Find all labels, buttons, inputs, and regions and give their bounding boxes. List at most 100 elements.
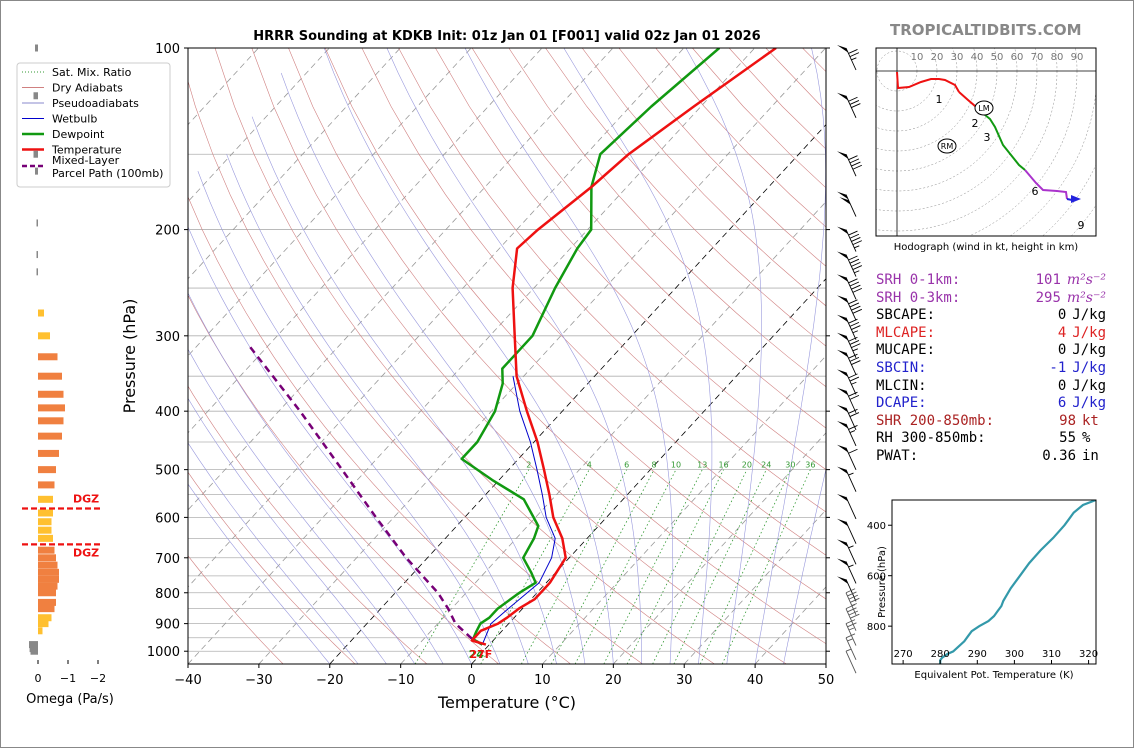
stat-unit: in <box>1082 447 1099 464</box>
omega-axis-label: Omega (Pa/s) <box>26 692 114 707</box>
dgz-label-top: DGZ <box>73 493 99 506</box>
x-tick-label: −30 <box>245 673 272 688</box>
barb-full <box>851 343 861 349</box>
omega-bar <box>38 372 62 380</box>
stat-unit: m²s⁻² <box>1066 289 1106 306</box>
barb-half <box>848 545 854 549</box>
barb-flag <box>839 197 851 205</box>
storm-motion-marker <box>974 100 994 116</box>
pseudoadiabat <box>188 397 387 664</box>
theta-e-xtick-label: 290 <box>968 649 987 660</box>
legend-label: Sat. Mix. Ratio <box>52 66 132 79</box>
pseudoadiabat <box>783 467 826 664</box>
hodograph-frame <box>875 47 1097 237</box>
storm-motion-marker <box>937 138 957 154</box>
isotherm <box>188 48 685 588</box>
barb-full <box>849 302 860 308</box>
barb-full <box>852 265 863 270</box>
barb-staff <box>845 561 857 584</box>
barb-staff <box>845 390 857 413</box>
pseudoadiabat <box>280 72 586 664</box>
theta-e-xtick-label: 320 <box>1079 649 1098 660</box>
barb-full <box>852 240 863 246</box>
barb-full <box>852 164 863 170</box>
stat-row: DCAPE: 6 J/kg <box>876 395 1106 413</box>
barb-full <box>849 412 860 417</box>
stat-row: SHR 200-850mb: 98 kt <box>876 413 1106 431</box>
barb-full <box>848 299 858 305</box>
barb-full <box>845 588 856 594</box>
barb-full <box>848 353 858 359</box>
omega-bar <box>38 589 56 597</box>
barb-full <box>849 52 860 58</box>
omega-bar <box>29 641 38 649</box>
stat-unit: kt <box>1082 412 1099 429</box>
barb-half <box>848 564 854 568</box>
dry-adiabat <box>188 555 284 664</box>
wind-barb <box>837 151 863 177</box>
stat-unit: J/kg <box>1072 359 1106 376</box>
x-tick-label: 50 <box>818 673 835 688</box>
stat-value: 4 <box>1057 324 1067 341</box>
omega-bar <box>38 568 59 576</box>
barb-staff <box>845 608 857 631</box>
barb-half <box>852 348 858 352</box>
hodograph-ring-label: 10 <box>911 52 924 63</box>
wind-barb <box>837 420 858 447</box>
dry-adiabat <box>214 48 715 664</box>
x-tick-label: 0 <box>467 673 475 688</box>
dry-adiabat <box>188 196 571 664</box>
stat-row: PWAT: 0.36 in <box>876 448 1106 466</box>
wind-barb <box>837 314 861 340</box>
barb-flag <box>837 295 849 303</box>
dry-adiabat <box>361 48 826 556</box>
legend-label: Wetbulb <box>52 113 97 126</box>
stat-label: SRH 0-1km: <box>876 272 961 288</box>
stat-value: 0 <box>1057 342 1067 359</box>
stat-row: SBCAPE: 0 J/kg <box>876 307 1106 325</box>
x-tick-label: 30 <box>676 673 693 688</box>
omega-bar <box>38 309 44 317</box>
pseudoadiabat <box>754 48 826 664</box>
y-tick-label: 800 <box>155 587 180 602</box>
y-tick-label: 900 <box>155 618 180 633</box>
hodograph-trace <box>896 71 960 93</box>
y-tick-label: 600 <box>155 511 180 526</box>
hodograph-height-label: 2 <box>972 117 979 130</box>
barb-staff <box>845 521 857 544</box>
omega-bar <box>38 526 52 534</box>
theta-e-ylabel: Pressure (hPa) <box>877 546 888 618</box>
barb-full <box>849 394 860 400</box>
dry-adiabat <box>581 48 826 307</box>
stat-value: 98 <box>1059 412 1076 429</box>
theta-e-xlabel: Equivalent Pot. Temperature (K) <box>914 670 1073 681</box>
hodograph-height-label: 1 <box>936 93 943 106</box>
y-tick-label: 1000 <box>147 645 180 660</box>
barb-full <box>847 591 857 597</box>
wind-barb <box>837 493 857 520</box>
stat-row: MLCIN: 0 J/kg <box>876 378 1106 396</box>
x-tick-label: 40 <box>747 673 764 688</box>
x-tick-label: 10 <box>534 673 551 688</box>
wind-barb <box>837 466 857 492</box>
legend-label: Pseudoadiabats <box>52 97 139 110</box>
wind-barb <box>845 648 857 674</box>
barb-full <box>845 619 856 625</box>
barb-full <box>849 233 860 239</box>
barb-full <box>849 281 860 287</box>
omega-bar <box>38 582 58 590</box>
x-tick-label: 20 <box>605 673 622 688</box>
dewpoint-line <box>460 48 721 646</box>
wind-barb <box>837 251 863 277</box>
legend-label: Dewpoint <box>52 128 105 141</box>
dgz-label-bottom: DGZ <box>73 546 99 559</box>
isotherm <box>258 48 826 664</box>
barb-full <box>848 155 858 161</box>
wetbulb-line <box>481 376 556 645</box>
hodograph: 10 20 30 40 50 60 70 80 90 1 23 6 9 LM RM Hodograph (wi… <box>875 47 1097 253</box>
stat-row: SRH 0-3km: 295 m²s⁻² <box>876 290 1106 308</box>
mixing-ratio-label: 16 <box>718 461 728 470</box>
omega-bar <box>38 417 64 425</box>
hodograph-height-label: 9 <box>1078 219 1085 232</box>
stat-label: MLCIN: <box>876 377 927 394</box>
